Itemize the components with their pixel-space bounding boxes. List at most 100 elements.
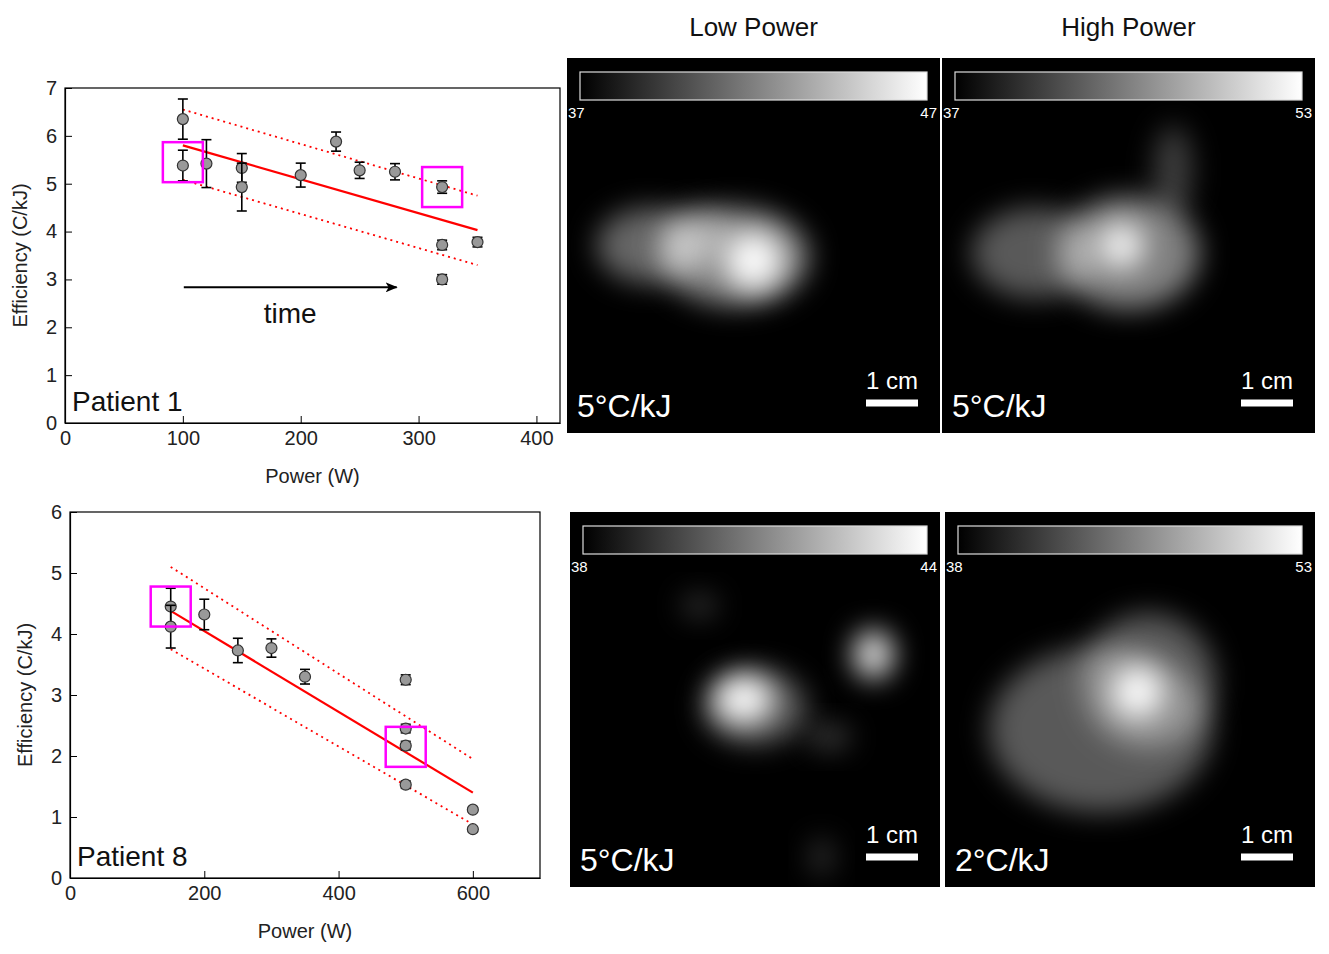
x-tick-label: 200 bbox=[285, 427, 318, 449]
highlight-box bbox=[163, 142, 203, 182]
confidence-line bbox=[171, 567, 473, 759]
y-tick-label: 6 bbox=[46, 125, 57, 147]
chart-panel: 02004006000123456Power (W)Efficiency (C/… bbox=[14, 501, 541, 942]
y-tick-mark bbox=[65, 136, 72, 137]
x-tick-label: 400 bbox=[520, 427, 553, 449]
error-bar bbox=[437, 275, 447, 285]
data-point bbox=[199, 609, 210, 620]
x-axis: 0200400600 bbox=[65, 871, 541, 904]
y-tick-label: 3 bbox=[51, 684, 62, 706]
x-tick-mark bbox=[339, 871, 340, 878]
data-point bbox=[472, 237, 483, 248]
x-tick-mark bbox=[183, 416, 184, 423]
x-tick: 600 bbox=[457, 871, 490, 904]
data-point bbox=[390, 166, 401, 177]
error-bar-cap bbox=[201, 187, 211, 189]
error-bar-cap bbox=[390, 163, 400, 165]
y-axis: 0123456 bbox=[51, 501, 77, 889]
y-tick: 2 bbox=[46, 316, 72, 338]
colorbar bbox=[580, 72, 927, 100]
y-tick-label: 5 bbox=[51, 562, 62, 584]
panel-title: Patient 8 bbox=[77, 841, 188, 872]
error-bar bbox=[199, 599, 209, 630]
x-axis: 0100200300400 bbox=[60, 416, 561, 449]
y-tick: 5 bbox=[46, 173, 72, 195]
error-bar-cap bbox=[390, 179, 400, 181]
data-point bbox=[437, 239, 448, 250]
y-tick-label: 3 bbox=[46, 268, 57, 290]
error-bar-cap bbox=[237, 153, 247, 155]
error-bar-cap bbox=[300, 669, 310, 671]
data-layer bbox=[151, 567, 479, 835]
y-tick: 2 bbox=[51, 745, 77, 767]
x-tick: 200 bbox=[285, 416, 318, 449]
y-tick: 1 bbox=[51, 806, 77, 828]
data-point bbox=[295, 170, 306, 181]
thermal-image bbox=[989, 613, 1215, 812]
error-bar-cap bbox=[233, 637, 243, 639]
data-point bbox=[331, 136, 342, 147]
colorbar-tick-label: 38 bbox=[571, 558, 588, 575]
heat-region bbox=[853, 630, 894, 679]
data-point bbox=[437, 182, 448, 193]
y-tick-label: 4 bbox=[51, 623, 62, 645]
x-tick: 400 bbox=[322, 871, 355, 904]
y-tick: 5 bbox=[51, 562, 77, 584]
error-bar bbox=[355, 162, 365, 178]
error-bar bbox=[178, 99, 188, 139]
x-tick-label: 100 bbox=[167, 427, 200, 449]
plot-frame bbox=[65, 88, 560, 423]
x-axis-title: Power (W) bbox=[265, 465, 359, 487]
error-bar-cap bbox=[266, 656, 276, 658]
scale-bar bbox=[866, 400, 918, 407]
error-bar-cap bbox=[178, 138, 188, 140]
y-tick-label: 0 bbox=[51, 867, 62, 889]
y-tick-label: 0 bbox=[46, 412, 57, 434]
error-bar-cap bbox=[166, 605, 176, 607]
heat-region bbox=[1112, 666, 1164, 719]
x-tick-mark bbox=[536, 416, 537, 423]
heat-region bbox=[703, 670, 807, 745]
error-bar bbox=[437, 181, 447, 193]
colorbar bbox=[958, 526, 1302, 554]
error-bar-cap bbox=[266, 638, 276, 640]
data-point bbox=[177, 160, 188, 171]
y-tick: 6 bbox=[46, 125, 72, 147]
efficiency-label: 5°C/kJ bbox=[580, 842, 675, 878]
scale-bar bbox=[1241, 854, 1293, 861]
time-arrow bbox=[184, 286, 397, 288]
fit-line bbox=[183, 145, 478, 230]
error-bar-cap bbox=[237, 162, 247, 164]
error-bar bbox=[390, 164, 400, 180]
scale-bar bbox=[1241, 400, 1293, 407]
error-bar bbox=[178, 150, 188, 181]
y-tick: 3 bbox=[51, 684, 77, 706]
data-point bbox=[467, 804, 478, 815]
error-bar-cap bbox=[296, 186, 306, 188]
error-bar-cap bbox=[233, 662, 243, 664]
heat-region bbox=[660, 208, 809, 306]
annotation: time bbox=[264, 298, 317, 329]
y-tick-label: 2 bbox=[51, 745, 62, 767]
data-point bbox=[400, 779, 411, 790]
x-tick-mark bbox=[204, 871, 205, 878]
heat-region bbox=[1155, 126, 1192, 216]
data-point bbox=[437, 274, 448, 285]
colorbar-tick-label: 53 bbox=[1295, 104, 1312, 121]
y-tick-label: 7 bbox=[46, 77, 57, 99]
scale-bar-label: 1 cm bbox=[866, 821, 918, 848]
data-point bbox=[400, 723, 411, 734]
heat-region bbox=[1082, 613, 1215, 748]
image-background bbox=[945, 512, 1315, 887]
scale-bar bbox=[866, 854, 918, 861]
y-tick: 4 bbox=[51, 623, 77, 645]
y-axis-title: Efficiency (C/kJ) bbox=[14, 623, 36, 767]
y-axis: 01234567 bbox=[46, 77, 72, 434]
heat-region bbox=[724, 231, 784, 291]
error-bar bbox=[401, 675, 411, 685]
error-bar-cap bbox=[355, 178, 365, 180]
y-tick-mark bbox=[70, 695, 77, 696]
y-tick-mark bbox=[70, 634, 77, 635]
y-tick: 1 bbox=[46, 364, 72, 386]
x-tick-mark bbox=[301, 416, 302, 423]
